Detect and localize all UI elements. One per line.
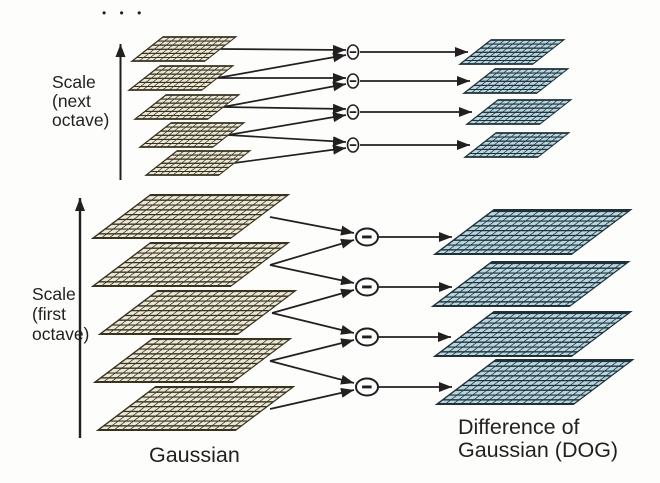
scale-next-line2: (next [52, 91, 91, 111]
minus-operator [346, 137, 360, 153]
gaussian-image-grid [144, 150, 252, 176]
dog-image-grid [430, 261, 631, 307]
minus-sign: − [362, 328, 372, 347]
arrow [227, 112, 347, 136]
subtract-input-arrows-first-octave [269, 216, 355, 410]
arrow [269, 238, 355, 266]
arrow [269, 360, 355, 385]
scale-first-line2: (first [32, 304, 66, 324]
dog-output-arrows-first-octave [379, 232, 452, 392]
gaussian-image-grid [90, 194, 291, 239]
gaussian-stack-next-octave [127, 36, 252, 176]
minus-operator [355, 227, 379, 247]
gaussian-image-grid [133, 94, 241, 120]
dog-image-grid [462, 68, 570, 94]
minus-sign: − [349, 45, 356, 59]
dog-label-line2: Gaussian (DOG) [458, 438, 618, 462]
scale-next-line1: Scale [52, 72, 96, 92]
arrow [269, 216, 355, 236]
arrow [227, 134, 347, 147]
scale-next-octave-label: Scale (next octave) [52, 72, 109, 130]
dog-image-grid [432, 209, 633, 255]
continuation-dots: • • • [102, 6, 146, 20]
minus-operator [355, 377, 379, 397]
gaussian-image-grid [90, 242, 291, 287]
minus-operator [346, 73, 360, 89]
next-octave-section: • • • Scale (next octave) [52, 6, 573, 180]
minus-operator [346, 44, 360, 60]
gaussian-image-grid [95, 386, 296, 431]
minus-operator [355, 277, 379, 297]
minus-sign: − [349, 105, 356, 119]
gaussian-image-grid [127, 65, 235, 91]
dog-column-label: Difference of Gaussian (DOG) [458, 415, 618, 462]
gaussian-column-label: Gaussian [149, 443, 240, 467]
dog-label-line1: Difference of [458, 415, 580, 439]
minus-sign: − [362, 228, 372, 247]
gaussian-image-grid [97, 290, 298, 335]
dog-stack-first-octave [430, 209, 635, 405]
first-octave-section: Scale (first octave) [32, 194, 635, 467]
arrow [271, 288, 355, 314]
subtract-input-arrows-next-octave [216, 44, 347, 164]
minus-sign: − [349, 74, 356, 88]
arrow [222, 103, 347, 114]
scale-first-line3: octave) [32, 324, 89, 344]
dog-image-grid [463, 132, 571, 158]
subtract-operators-first-octave: − − − − [355, 227, 379, 397]
minus-sign: − [362, 278, 372, 297]
arrow [269, 264, 355, 286]
dog-output-arrows-next-octave [360, 47, 472, 150]
arrow [269, 338, 355, 362]
gaussian-stack-first-octave [90, 194, 298, 431]
minus-operator [355, 327, 379, 347]
scale-first-octave-label: Scale (first octave) [32, 284, 89, 344]
subtract-operators-next-octave: − − − − [346, 44, 360, 153]
minus-sign: − [362, 378, 372, 397]
dog-stack-next-octave [458, 39, 573, 158]
arrow [269, 387, 355, 410]
minus-operator [346, 104, 360, 120]
dog-image-grid [465, 99, 573, 125]
minus-sign: − [349, 138, 356, 152]
dog-image-grid [458, 39, 566, 65]
arrow [216, 52, 347, 79]
arrow [222, 81, 347, 108]
arrow [233, 144, 347, 164]
gaussian-image-grid [130, 36, 238, 62]
dog-image-grid [432, 311, 633, 357]
scale-first-line1: Scale [32, 284, 76, 304]
arrow [271, 312, 355, 335]
scale-next-line3: octave) [52, 110, 109, 130]
gaussian-image-grid [138, 122, 246, 148]
gaussian-image-grid [92, 338, 293, 383]
dog-image-grid [434, 359, 635, 405]
arrow [219, 44, 347, 55]
